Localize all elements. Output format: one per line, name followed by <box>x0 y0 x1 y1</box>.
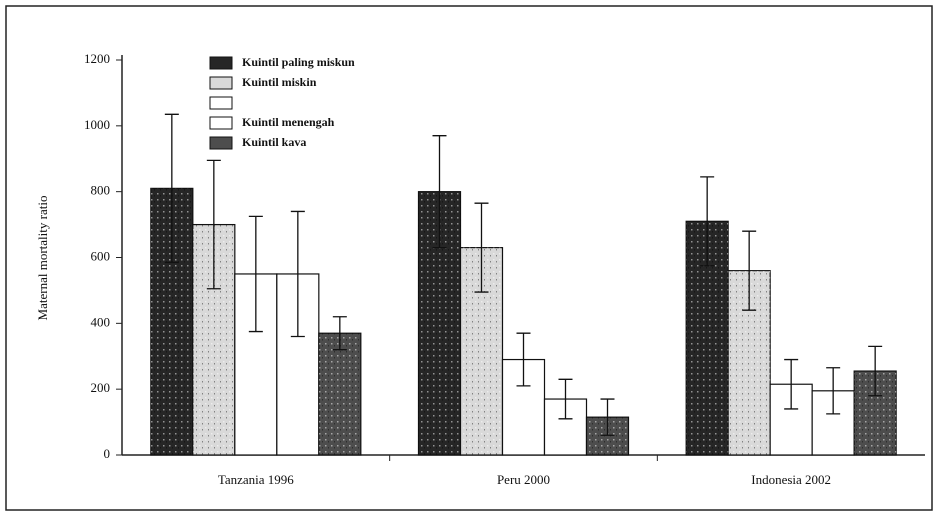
legend-label: Kuintil kava <box>242 135 306 149</box>
legend-swatch <box>210 137 232 149</box>
legend-swatch <box>210 117 232 129</box>
legend-label: Kuintil miskin <box>242 75 317 89</box>
y-tick-label: 800 <box>91 183 111 198</box>
y-tick-label: 600 <box>91 248 111 263</box>
bar-texture <box>319 333 361 455</box>
legend-label: Kuintil paling miskun <box>242 55 355 69</box>
y-axis-label: Maternal mortality ratio <box>35 196 50 321</box>
x-tick-label: Peru 2000 <box>497 472 550 487</box>
y-tick-label: 1000 <box>84 117 110 132</box>
x-tick-label: Tanzania 1996 <box>218 472 294 487</box>
legend-label: Kuintil menengah <box>242 115 335 129</box>
x-tick-label: Indonesia 2002 <box>751 472 831 487</box>
y-tick-label: 200 <box>91 380 111 395</box>
y-tick-label: 1200 <box>84 51 110 66</box>
legend-swatch <box>210 77 232 89</box>
legend-swatch <box>210 57 232 69</box>
legend-swatch <box>210 97 232 109</box>
y-tick-label: 0 <box>104 446 111 461</box>
y-tick-label: 400 <box>91 314 111 329</box>
chart: Maternal mortality ratio 0 200 400 600 800 10… <box>0 0 938 516</box>
